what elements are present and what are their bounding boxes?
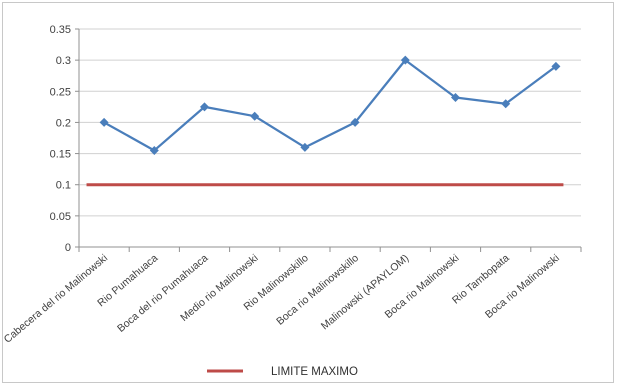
y-tick-label: 0.35 <box>50 24 71 36</box>
chart-frame: 0 0.05 0.1 0.15 0.2 0.25 0.3 0.35 Cabecera del … <box>2 2 614 383</box>
line-chart: 0 0.05 0.1 0.15 0.2 0.25 0.3 0.35 Cabecera del … <box>3 24 582 378</box>
x-category-label: Malinowski (APAYLOM) <box>319 252 411 332</box>
data-point-marker <box>200 102 209 112</box>
y-tick-label: 0.2 <box>56 117 71 129</box>
y-tick-label: 0.3 <box>56 55 71 67</box>
axes <box>75 28 582 252</box>
y-tick-label: 0.1 <box>56 180 71 192</box>
data-point-marker <box>551 61 561 71</box>
x-category-label: Boca del rio Pumahuaca <box>115 252 210 335</box>
series-lines <box>86 59 564 187</box>
data-point-marker <box>350 117 360 127</box>
data-point-marker <box>250 111 260 121</box>
y-axis-tick-labels: 0 0.05 0.1 0.15 0.2 0.25 0.3 0.35 <box>50 24 71 254</box>
data-point-marker <box>99 117 109 127</box>
y-tick-label: 0.25 <box>50 86 71 98</box>
data-point-marker <box>400 55 410 65</box>
y-tick-label: 0 <box>65 242 71 254</box>
series-line-values <box>103 59 557 152</box>
y-tick-label: 0.15 <box>50 149 71 161</box>
data-point-marker <box>149 145 159 155</box>
data-point-marker <box>451 93 460 103</box>
legend-label: LIMITE MAXIMO <box>271 366 358 378</box>
x-category-label: Cabecera del rio Malinowski <box>3 252 110 346</box>
data-point-marker <box>300 142 310 152</box>
x-category-label: Boca rio Malinowskillo <box>274 252 361 328</box>
y-tick-label: 0.05 <box>50 211 71 223</box>
data-point-marker <box>501 99 511 109</box>
gridlines <box>79 28 581 217</box>
legend: LIMITE MAXIMO <box>207 366 358 378</box>
series-markers <box>99 55 561 155</box>
